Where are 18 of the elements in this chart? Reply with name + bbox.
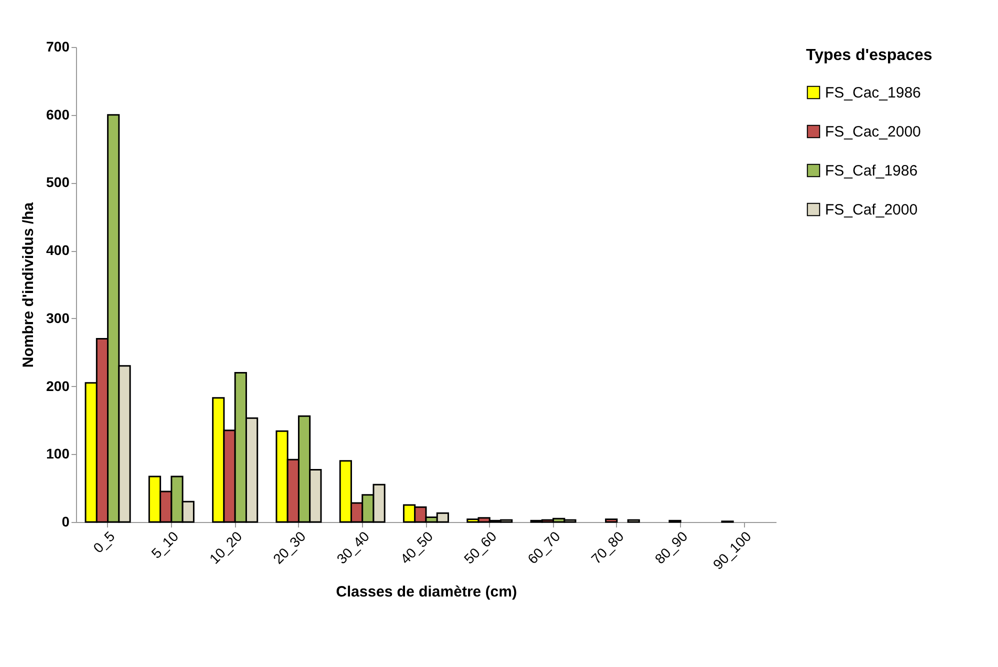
y-tick-label: 200 — [46, 378, 70, 394]
legend-label: FS_Caf_1986 — [825, 162, 918, 180]
y-axis-title: Nombre d'individus /ha — [20, 202, 38, 368]
y-tick-label: 400 — [46, 242, 70, 258]
y-tick-label: 700 — [46, 38, 70, 54]
legend-label: FS_Caf_2000 — [825, 202, 918, 218]
y-tick-label: 100 — [46, 446, 70, 462]
bar — [605, 518, 618, 523]
y-tick-label: 600 — [46, 106, 70, 122]
x-tick-label: 0_5 — [90, 528, 118, 556]
legend-title: Types d'espaces — [806, 47, 932, 64]
legend-label: FS_Cac_2000 — [825, 124, 921, 140]
y-tick-label: 0 — [62, 514, 70, 530]
y-tick-label: 500 — [46, 174, 70, 190]
x-axis-title: Classes de diamètre (cm) — [336, 583, 517, 600]
y-tick-label: 300 — [46, 310, 70, 326]
legend-label: FS_Cac_1986 — [825, 84, 921, 102]
bar — [627, 519, 640, 523]
